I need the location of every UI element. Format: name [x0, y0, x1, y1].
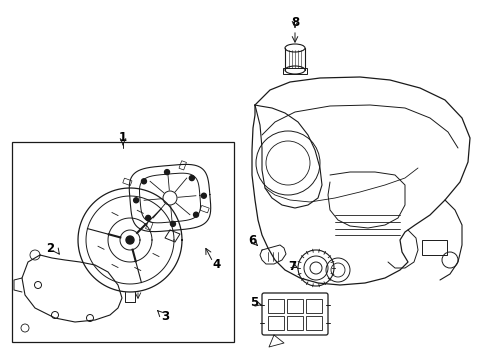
- Circle shape: [201, 193, 206, 198]
- Text: 5: 5: [250, 297, 258, 310]
- Bar: [179, 161, 186, 170]
- Text: 4: 4: [213, 258, 221, 271]
- Bar: [200, 206, 209, 213]
- Bar: [287, 316, 303, 330]
- Bar: [306, 299, 322, 313]
- Bar: [268, 316, 284, 330]
- Bar: [268, 299, 284, 313]
- Text: 1: 1: [119, 131, 127, 144]
- Circle shape: [194, 212, 198, 217]
- Bar: [422, 240, 447, 255]
- Bar: [123, 178, 132, 186]
- Bar: [306, 316, 322, 330]
- Circle shape: [171, 221, 175, 226]
- Circle shape: [142, 179, 147, 184]
- Text: 7: 7: [288, 261, 296, 274]
- Bar: [283, 68, 307, 74]
- Circle shape: [134, 198, 139, 203]
- Text: 8: 8: [291, 15, 299, 28]
- Bar: [146, 221, 153, 230]
- Circle shape: [146, 215, 150, 220]
- Circle shape: [189, 176, 195, 181]
- Circle shape: [126, 236, 134, 244]
- Text: 3: 3: [161, 310, 169, 323]
- Bar: [12, 142, 234, 342]
- Text: 6: 6: [248, 234, 256, 247]
- Circle shape: [165, 170, 170, 175]
- Bar: [287, 299, 303, 313]
- Text: 2: 2: [46, 242, 54, 255]
